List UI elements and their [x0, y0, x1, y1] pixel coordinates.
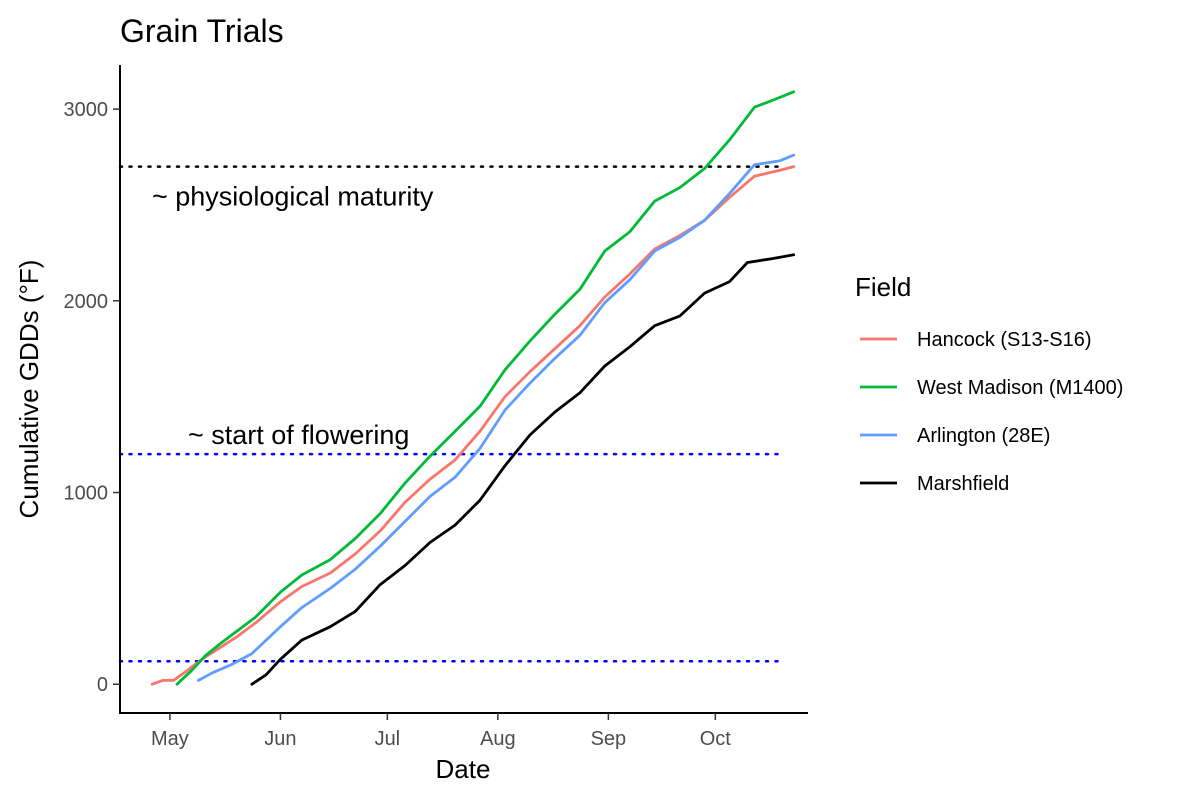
x-tick-label-5: Oct: [700, 728, 732, 750]
series-lines: [150, 90, 796, 686]
y-tick-label-3: 3000: [64, 99, 109, 121]
series-line-3: [250, 253, 796, 686]
legend-label-3: Marshfield: [917, 473, 1009, 495]
annotation-1: ~ start of flowering: [188, 420, 409, 450]
x-tick-label-4: Sep: [591, 728, 627, 750]
chart-title: Grain Trials: [120, 13, 284, 49]
y-tick-label-1: 1000: [64, 483, 109, 505]
series-line-2: [196, 153, 796, 682]
y-axis-title: Cumulative GDDs (°F): [14, 260, 44, 519]
annotation-0: ~ physiological maturity: [152, 182, 434, 212]
x-tick-label-2: Jul: [375, 728, 401, 750]
x-ticks: May Jun Jul Aug Sep Oct: [151, 713, 731, 750]
legend-label-1: West Madison (M1400): [917, 377, 1123, 399]
legend: Field Hancock (S13-S16) West Madison (M14…: [855, 272, 1123, 495]
legend-label-0: Hancock (S13-S16): [917, 329, 1092, 351]
x-tick-label-3: Aug: [480, 728, 516, 750]
legend-label-2: Arlington (28E): [917, 425, 1050, 447]
legend-title: Field: [855, 272, 911, 302]
series-line-1: [175, 90, 796, 686]
annotations: ~ physiological maturity ~ start of flowe…: [152, 182, 434, 451]
reference-lines: [118, 165, 782, 663]
y-tick-label-2: 2000: [64, 291, 109, 313]
x-axis-title: Date: [436, 754, 491, 784]
y-ticks: 0 1000 2000 3000: [64, 99, 120, 696]
x-tick-label-0: May: [151, 728, 189, 750]
y-tick-label-0: 0: [97, 674, 108, 696]
x-tick-label-1: Jun: [264, 728, 296, 750]
